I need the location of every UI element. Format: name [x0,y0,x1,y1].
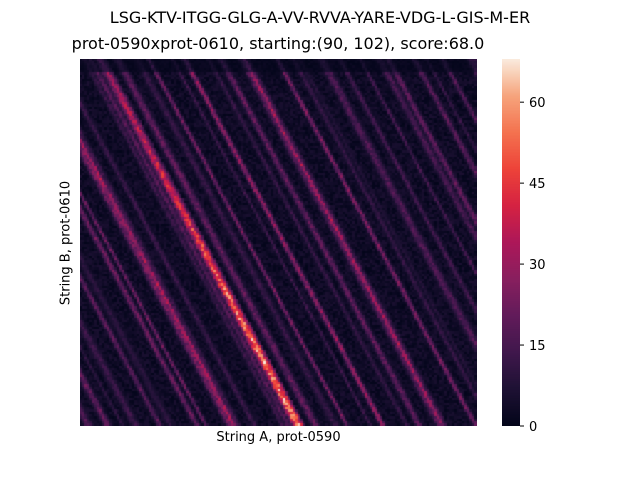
colorbar [502,59,520,426]
colorbar-tick-label: 0 [529,420,537,435]
chart-suptitle: LSG-KTV-ITGG-GLG-A-VV-RVVA-YARE-VDG-L-GI… [109,8,531,27]
colorbar-axis: 0 15 30 45 60 [520,96,546,435]
x-axis-label: String A, prot-0590 [216,430,341,445]
colorbar-tick-label: 30 [529,258,546,273]
colorbar-tick-label: 45 [529,177,546,192]
colorbar-tick-label: 60 [529,96,546,111]
colorbar-tick-label: 15 [529,339,546,354]
heatmap-plot [80,59,477,426]
chart-title: prot-0590xprot-0610, starting:(90, 102),… [71,34,485,53]
y-axis-label: String B, prot-0610 [58,180,74,306]
